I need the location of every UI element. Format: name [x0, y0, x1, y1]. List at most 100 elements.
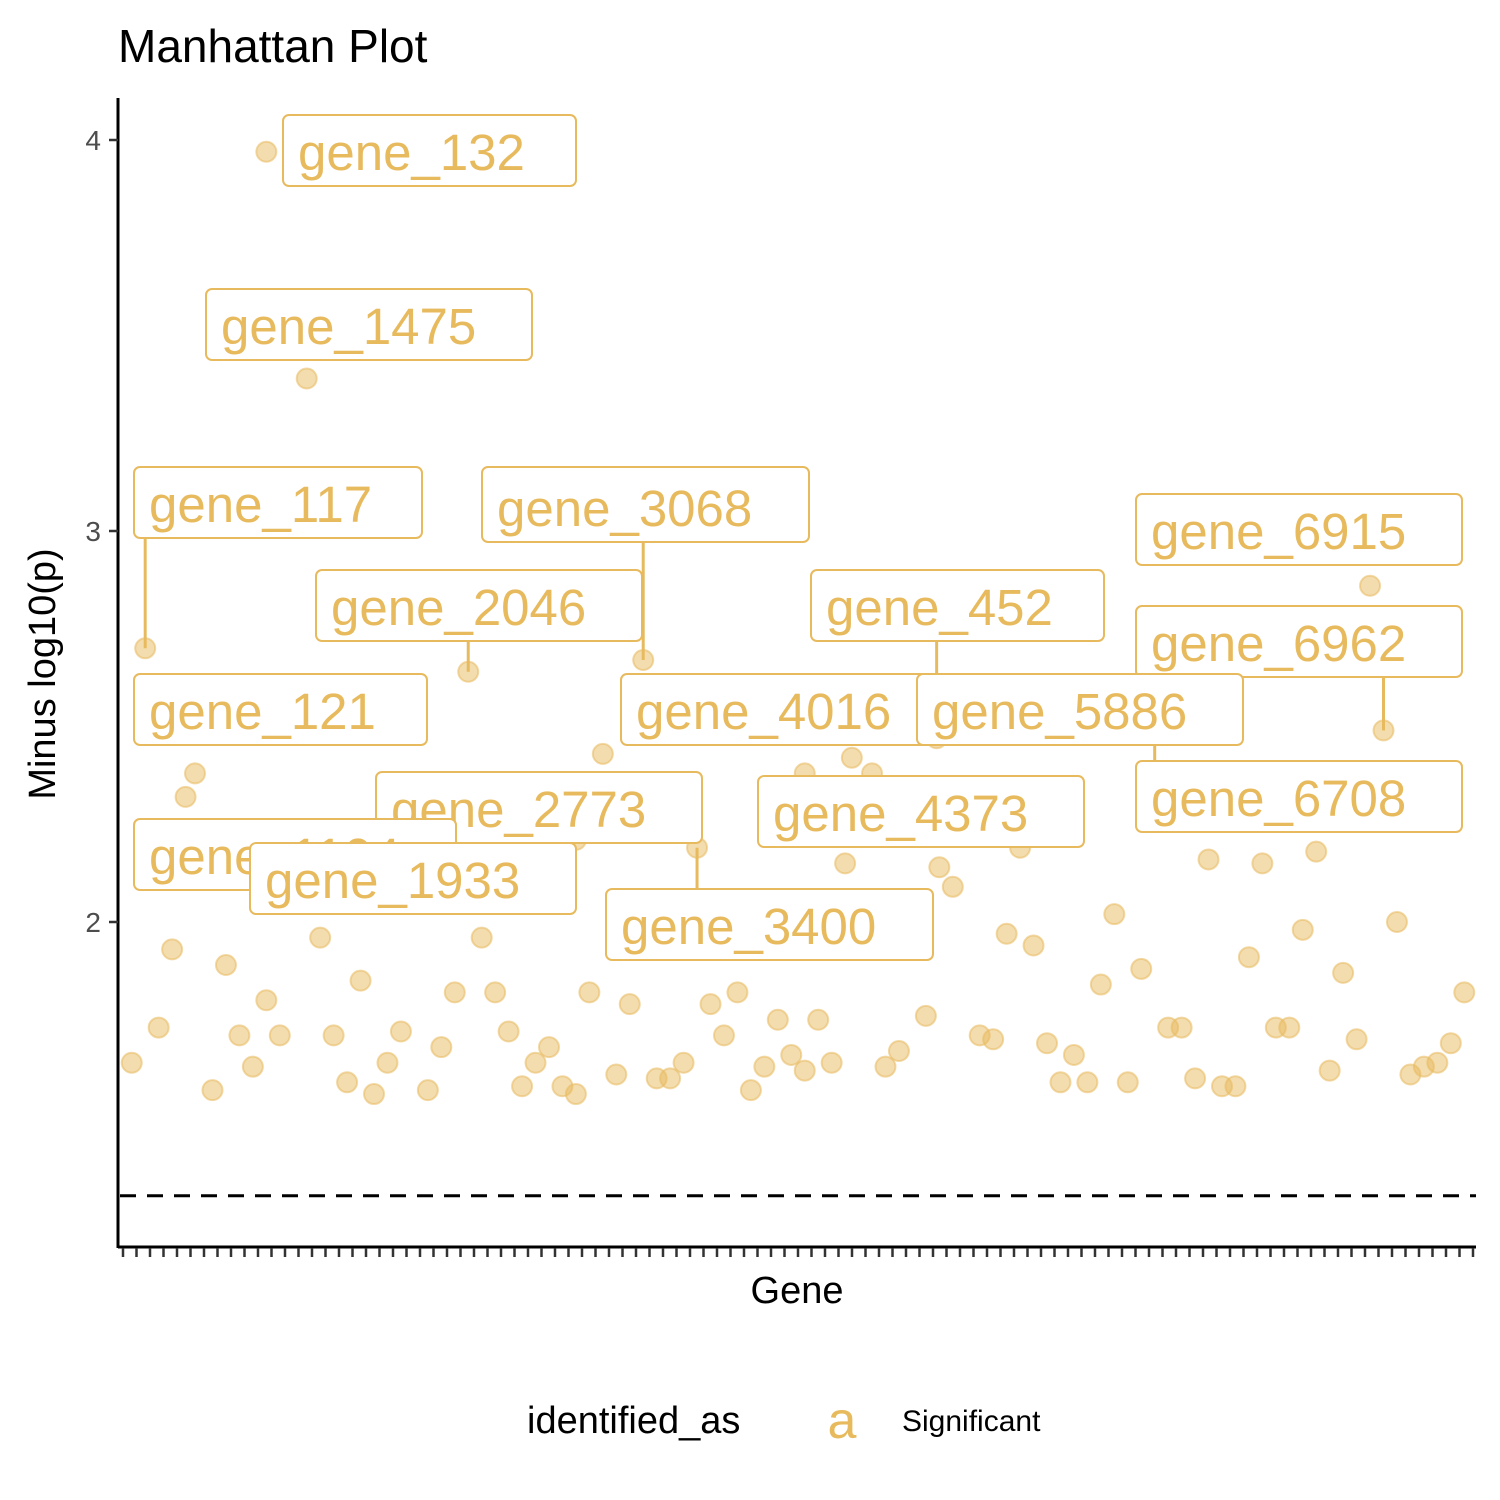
data-point [1184, 1067, 1207, 1090]
data-point [228, 1024, 251, 1047]
data-point [1130, 957, 1153, 980]
data-point [363, 1083, 386, 1106]
data-point [1291, 918, 1314, 941]
gene-label-box [133, 466, 423, 539]
gene-label-text: gene_2046 [331, 579, 586, 636]
data-point [511, 1075, 534, 1098]
gene-label-text: gene_1475 [221, 298, 476, 355]
gene-label-box [315, 569, 643, 642]
data-point [793, 1059, 816, 1082]
gene-labels: gene_132 gene_1475 gene_117 gene_3068 gene_6… [133, 114, 1463, 961]
gene-label-text: gene_121 [149, 683, 376, 740]
data-point [874, 1055, 897, 1078]
data-point [201, 1079, 224, 1102]
gene-label-text: gene_6708 [1151, 770, 1406, 827]
gene-label-text: gene_6962 [1151, 615, 1406, 672]
legend: identified_as a Significant [527, 1392, 1041, 1450]
data-point [699, 993, 722, 1016]
data-point [376, 1051, 399, 1074]
data-point [1062, 1043, 1085, 1066]
gene-label-box [481, 466, 810, 543]
gene-label: gene_117 [133, 466, 423, 539]
x-axis-title: Gene [751, 1270, 844, 1312]
data-point [1305, 840, 1328, 863]
data-point [982, 1028, 1005, 1051]
data-point [1439, 1032, 1462, 1055]
data-point [807, 1008, 830, 1031]
y-axis-title: Minus log10(p) [22, 548, 64, 799]
data-point [1345, 1028, 1368, 1051]
data-point [470, 926, 493, 949]
data-point [995, 922, 1018, 945]
data-point [174, 785, 197, 808]
data-point [309, 926, 332, 949]
data-point [214, 954, 237, 977]
data-point [1224, 1075, 1247, 1098]
gene-label: gene_132 [282, 114, 577, 187]
gene-label: gene_3400 [605, 888, 934, 961]
data-point [1237, 946, 1260, 969]
data-point [322, 1024, 345, 1047]
data-point [443, 981, 466, 1004]
plot-area: gene_132 gene_1475 gene_117 gene_3068 gene_6… [120, 114, 1476, 1198]
legend-title: identified_as [527, 1400, 740, 1442]
data-point [726, 981, 749, 1004]
gene-label-text: gene_117 [149, 476, 372, 533]
data-point [1022, 934, 1045, 957]
data-point [1318, 1059, 1341, 1082]
gene-label-box [605, 888, 934, 961]
data-point [887, 1040, 910, 1063]
data-point [524, 1051, 547, 1074]
gene-label-box [916, 673, 1244, 746]
y-tick-label: 3 [85, 516, 101, 547]
data-point [1385, 911, 1408, 933]
data-point [834, 852, 857, 875]
data-point [497, 1020, 520, 1043]
data-point [712, 1024, 735, 1047]
data-point [766, 1008, 789, 1031]
data-point [618, 993, 641, 1016]
gene-label: gene_6708 [1135, 760, 1463, 833]
data-point [928, 856, 951, 879]
data-point [1170, 1016, 1193, 1039]
gene-label-box [810, 569, 1105, 642]
gene-label-box [133, 673, 428, 746]
data-point [537, 1036, 560, 1059]
gene-label-text: gene_132 [298, 124, 525, 181]
data-point [1103, 903, 1126, 926]
data-point [295, 367, 318, 390]
gene-label: gene_1475 [205, 288, 533, 361]
data-point [161, 938, 184, 961]
data-point [914, 1004, 937, 1027]
gene-label-box [1135, 760, 1463, 833]
y-tick-label: 2 [85, 907, 101, 938]
axes: 2 3 4 [85, 98, 1476, 1257]
gene-label-text: gene_3068 [497, 480, 752, 537]
data-point [1332, 961, 1355, 984]
chart-title: Manhattan Plot [118, 20, 428, 72]
data-point [416, 1079, 439, 1102]
data-point [941, 875, 964, 898]
data-point [672, 1051, 695, 1074]
gene-label: gene_1933 [249, 842, 577, 915]
data-point [255, 140, 278, 163]
gene-label: gene_4373 [757, 775, 1085, 848]
data-point [1359, 574, 1382, 597]
data-point [1426, 1051, 1449, 1074]
gene-label-box [1135, 605, 1463, 678]
data-point [349, 969, 372, 992]
data-point [659, 1067, 682, 1090]
y-tick-label: 4 [85, 125, 101, 156]
data-point [1251, 852, 1274, 875]
data-point [120, 1051, 143, 1074]
gene-label: gene_3068 [481, 466, 810, 543]
gene-label: gene_5886 [916, 673, 1244, 746]
data-point [183, 762, 206, 785]
data-point [753, 1055, 776, 1078]
data-point [564, 1083, 587, 1106]
data-point [1049, 1071, 1072, 1094]
gene-label-text: gene_3400 [621, 898, 876, 955]
data-point [336, 1071, 359, 1094]
gene-label: gene_6915 [1135, 493, 1463, 566]
